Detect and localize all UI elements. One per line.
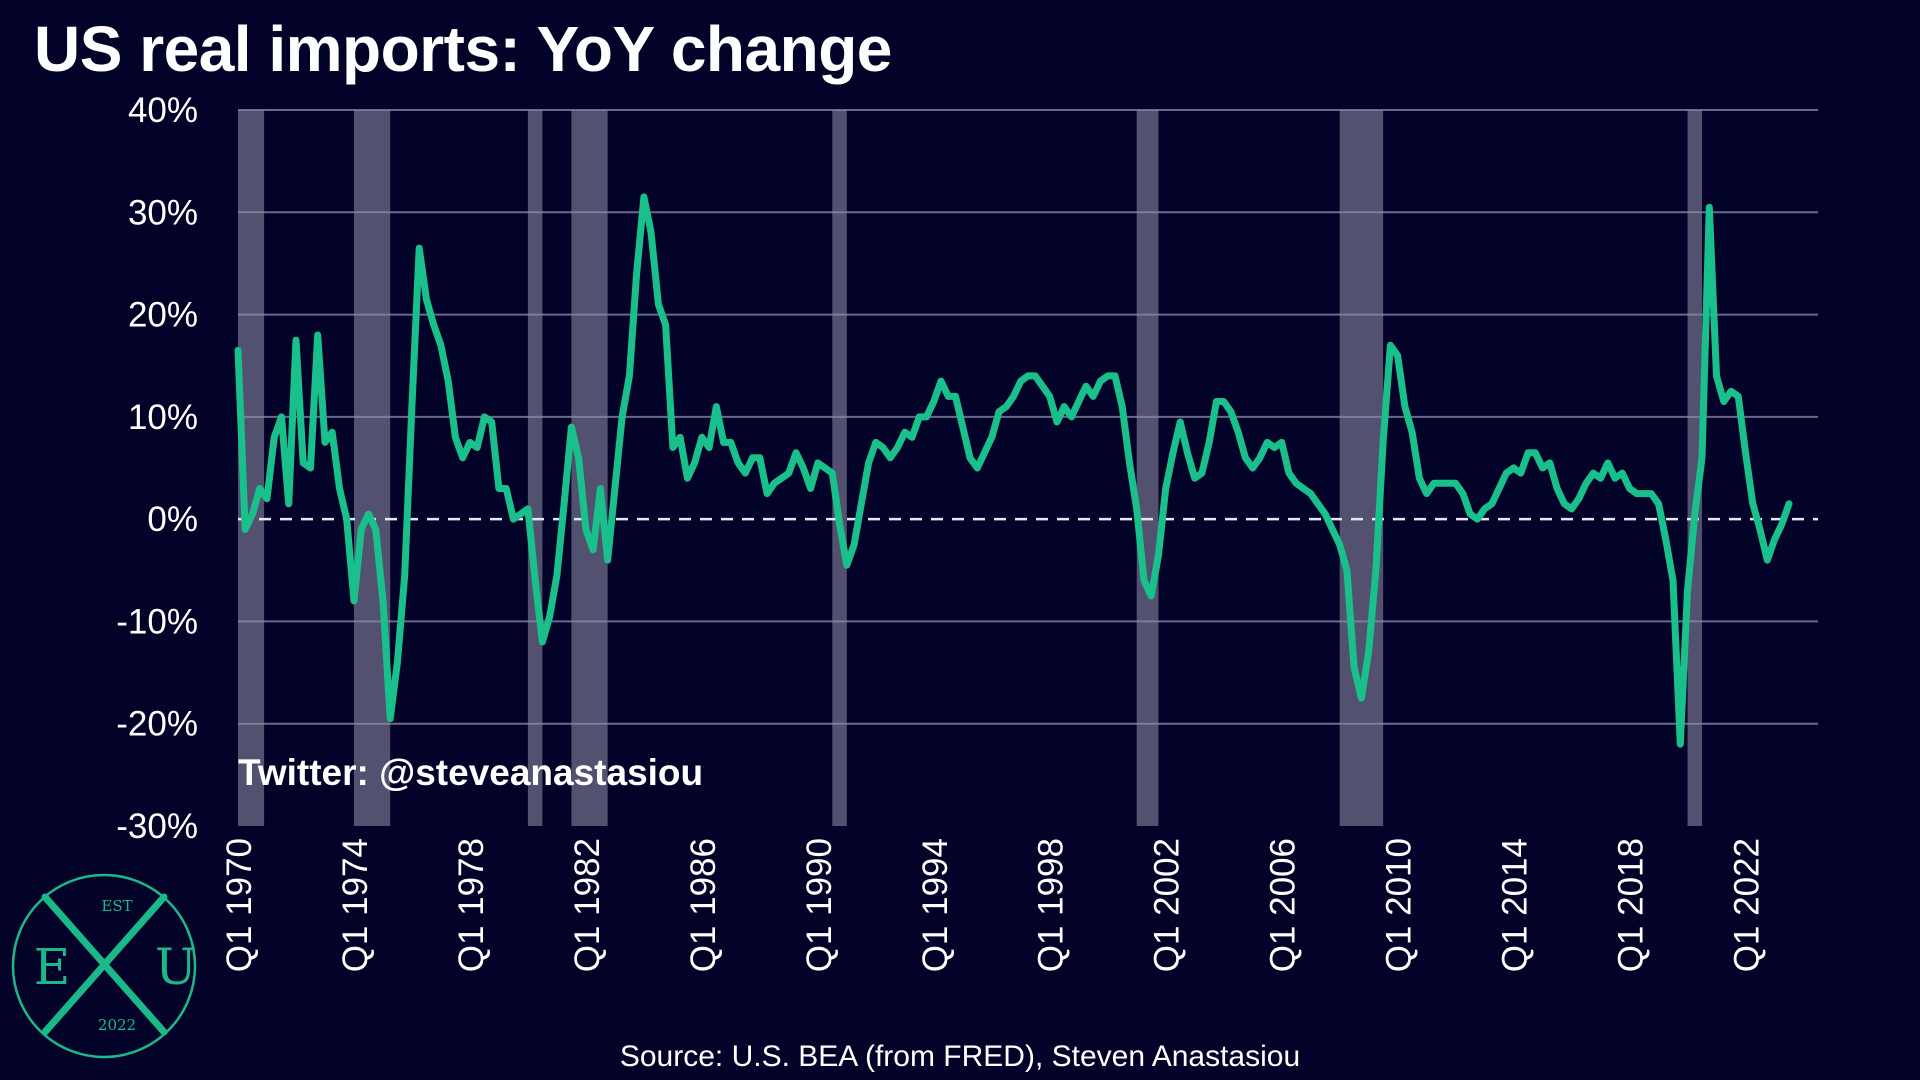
y-tick-label: -20% [116,705,198,744]
chart-title: US real imports: YoY change [34,13,892,85]
x-tick-label: Q1 1990 [800,838,839,972]
source-text: Source: U.S. BEA (from FRED), Steven Ana… [620,1040,1300,1073]
logo-cross-stroke [41,893,168,1036]
recession-band [1687,110,1703,826]
logo-year-text: 2022 [98,1016,136,1034]
logo: EST E U 2022 [11,873,197,1059]
x-axis-ticks: Q1 1970 Q1 1974 Q1 1978 Q1 1982 Q1 1986 Q1 19… [220,838,1767,972]
x-tick-label: Q1 2010 [1380,838,1419,972]
x-tick-label: Q1 1998 [1032,838,1071,972]
series-line [234,193,1793,748]
grid-lines [238,109,1818,725]
recession-bands [238,110,1703,826]
x-tick-label: Q1 1970 [220,838,259,972]
logo-ring [11,873,197,1059]
x-tick-label: Q1 1982 [568,838,607,972]
x-tick-label: Q1 1994 [916,838,955,972]
x-tick-label: Q1 2014 [1496,838,1535,972]
x-tick-label: Q1 2006 [1264,838,1303,972]
recession-band [832,110,847,826]
recession-band [527,110,543,826]
y-tick-label: 0% [147,500,198,539]
y-tick-label: -10% [116,602,198,641]
y-axis-ticks: 40% 30% 20% 10% 0% -10% -20% -30% [116,91,198,846]
recession-band [1136,110,1159,826]
y-tick-label: 40% [128,91,198,130]
recession-band [353,110,391,826]
series [234,193,1793,748]
y-tick-label: -30% [116,807,198,846]
logo-e-letter: E [34,938,71,996]
y-tick-label: 20% [128,296,198,335]
x-tick-label: Q1 2018 [1612,838,1651,972]
x-tick-label: Q1 2022 [1728,838,1767,972]
x-tick-label: Q1 2002 [1148,838,1187,972]
y-tick-label: 10% [128,398,198,437]
x-tick-label: Q1 1978 [452,838,491,972]
y-tick-label: 30% [128,193,198,232]
recession-band [1339,110,1384,826]
logo-u-letter: U [155,938,197,996]
watermark-text: Twitter: @steveanastasiou [238,752,703,793]
x-tick-label: Q1 1986 [684,838,723,972]
logo-est-text: EST [101,897,132,915]
x-tick-label: Q1 1974 [336,838,375,972]
